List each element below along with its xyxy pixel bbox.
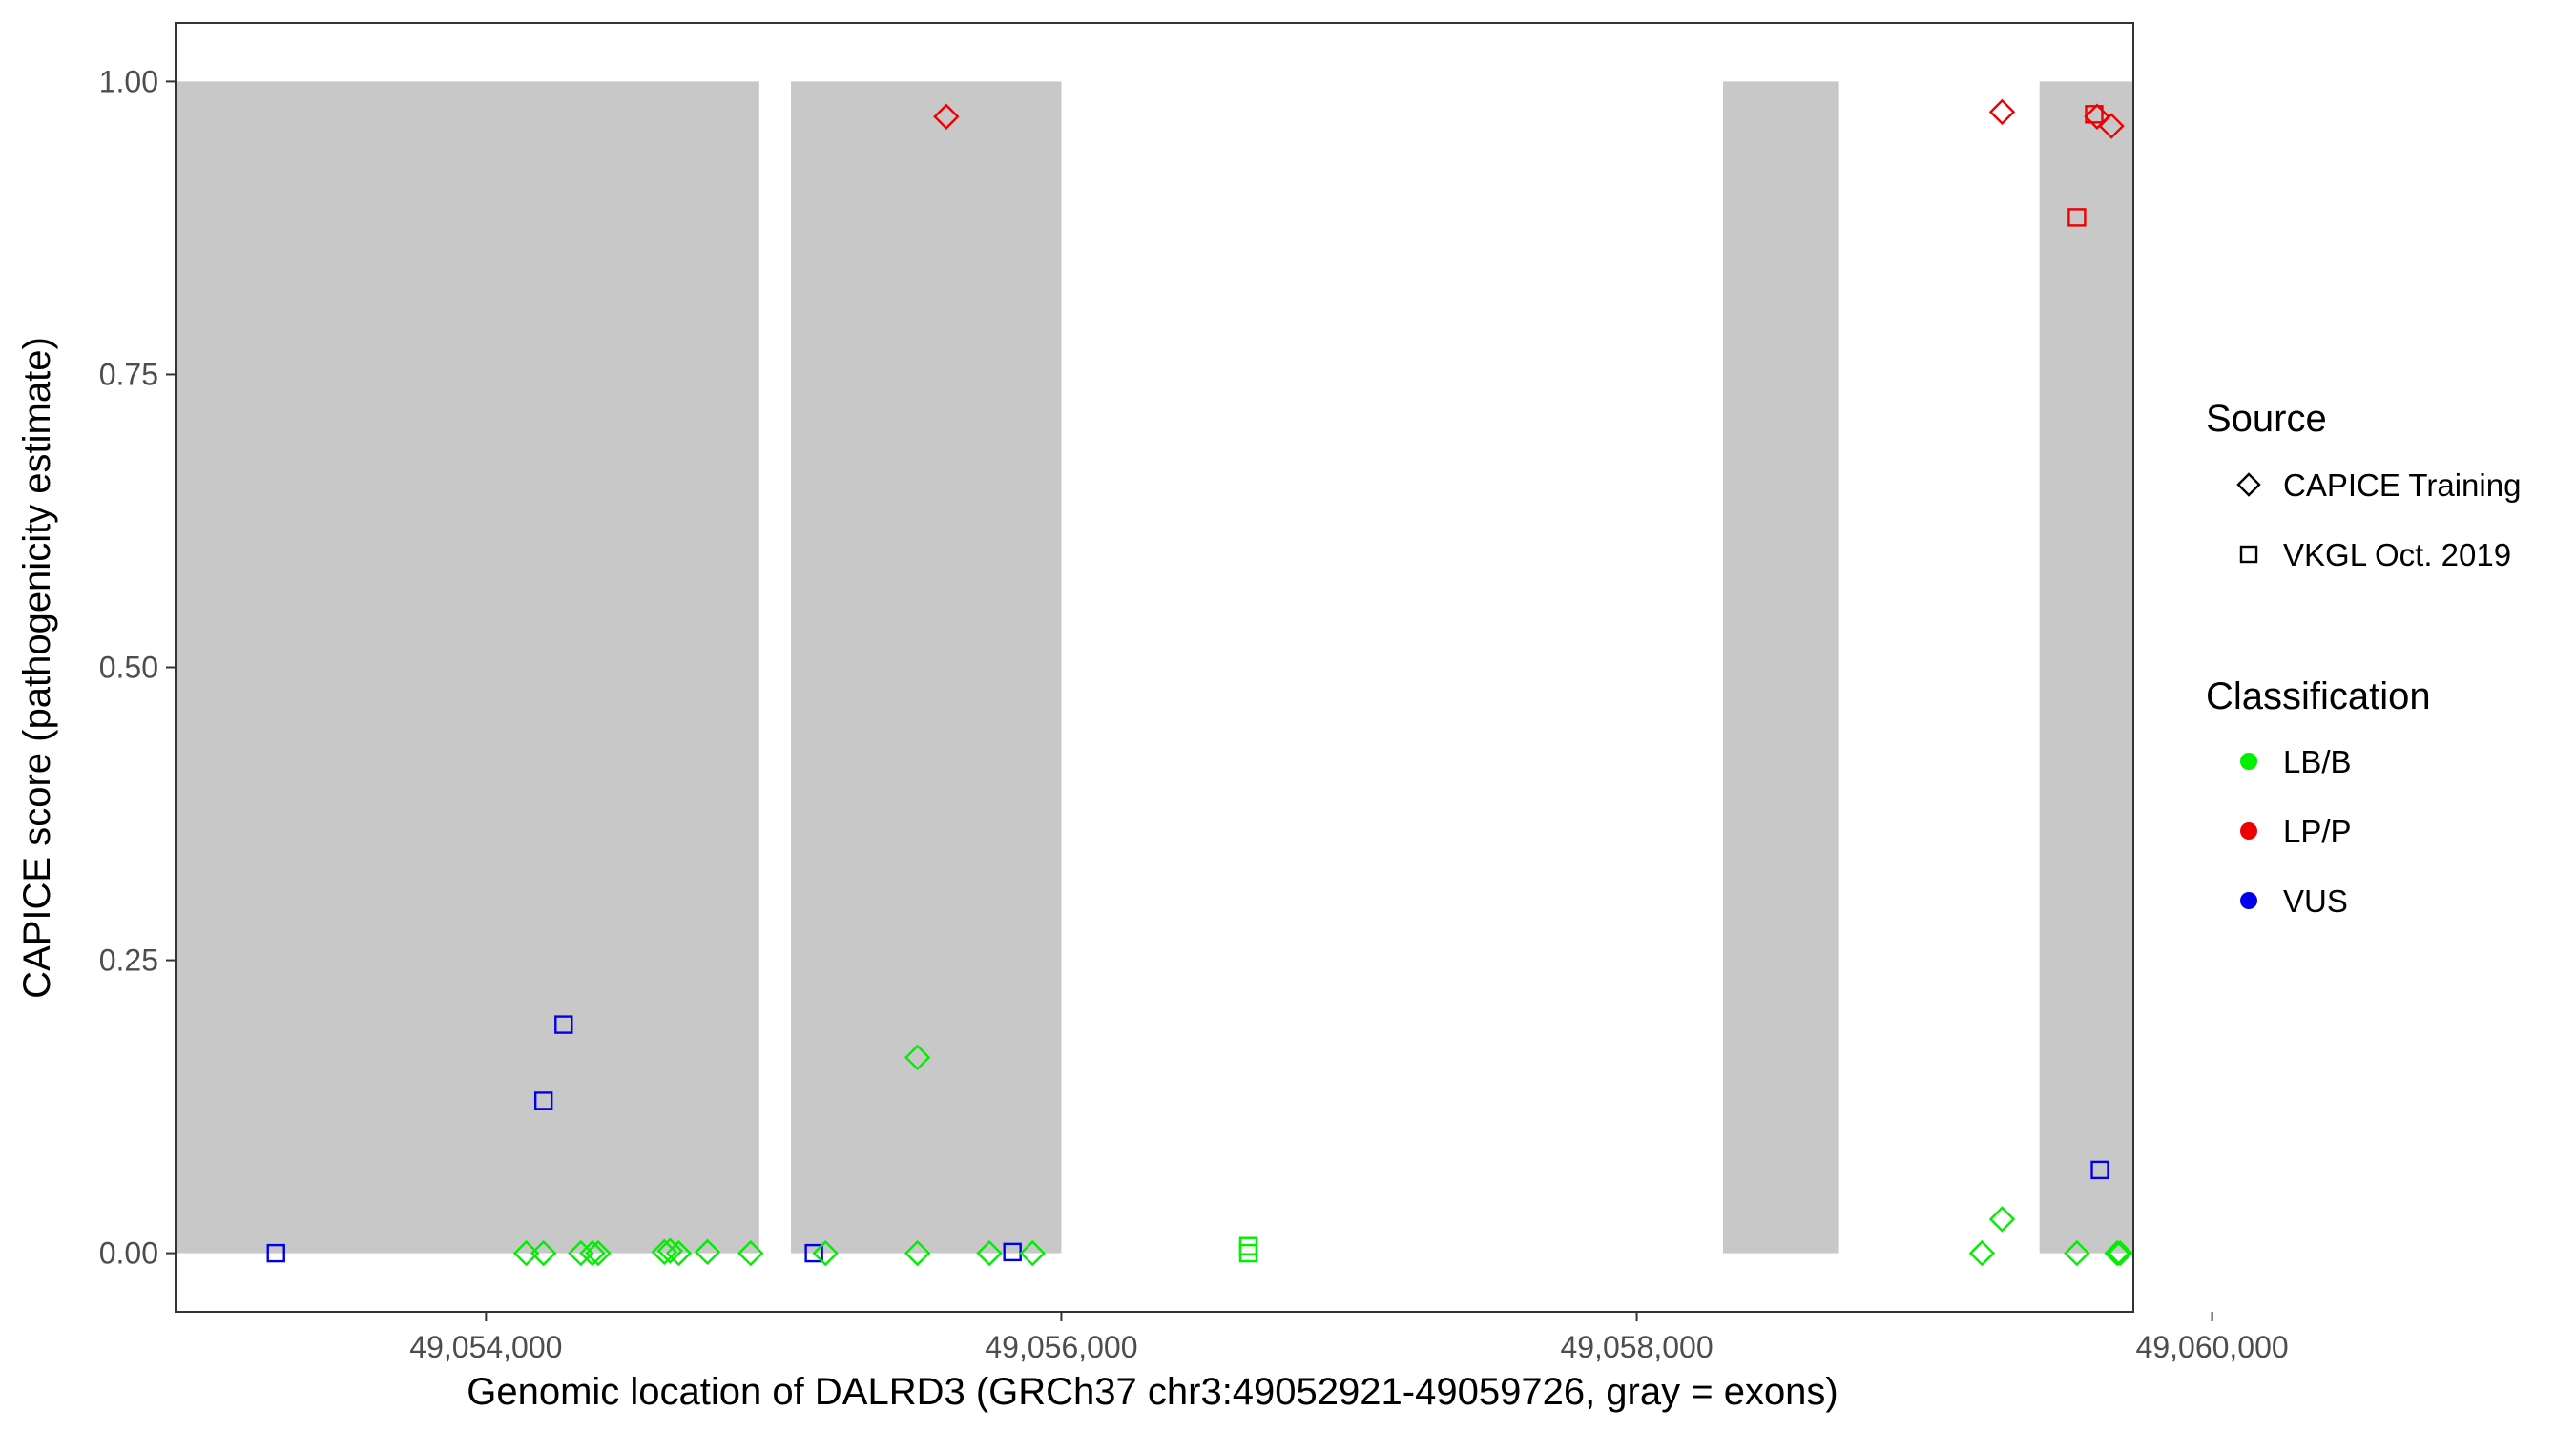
exon-region bbox=[176, 81, 759, 1254]
data-point-capice bbox=[585, 1239, 612, 1267]
y-tick-label: 1.00 bbox=[99, 64, 158, 98]
data-point-vkgl bbox=[2067, 208, 2087, 227]
data-point-capice bbox=[904, 1239, 931, 1267]
data-point-capice bbox=[665, 1239, 693, 1267]
x-axis-label: Genomic location of DALRD3 (GRCh37 chr3:… bbox=[467, 1371, 1839, 1413]
exon-region bbox=[791, 81, 1062, 1254]
legend-label: LP/P bbox=[2283, 814, 2352, 849]
legend-key-dot-icon bbox=[2240, 753, 2257, 770]
data-point-vkgl bbox=[2090, 1160, 2109, 1180]
data-point-capice bbox=[1968, 1239, 1996, 1267]
data-point-vkgl bbox=[554, 1015, 573, 1034]
y-tick-label: 0.25 bbox=[99, 944, 158, 978]
x-tick-label: 49,058,000 bbox=[1560, 1330, 1713, 1364]
y-axis-label: CAPICE score (pathogenicity estimate) bbox=[16, 337, 58, 999]
legend-label: CAPICE Training bbox=[2283, 467, 2521, 503]
y-tick-label: 0.50 bbox=[99, 651, 158, 685]
data-point-capice bbox=[2064, 1239, 2090, 1267]
data-point-capice bbox=[812, 1239, 839, 1267]
data-point-capice bbox=[512, 1239, 540, 1267]
exon-regions bbox=[176, 81, 2133, 1254]
exon-region bbox=[2039, 81, 2133, 1254]
data-point-capice bbox=[2107, 1239, 2133, 1267]
data-point-capice bbox=[1988, 1206, 2016, 1233]
data-point-capice bbox=[656, 1237, 684, 1264]
data-point-vkgl bbox=[266, 1243, 285, 1263]
legend-label: LB/B bbox=[2283, 744, 2352, 779]
data-point-vkgl bbox=[1238, 1236, 1258, 1255]
x-axis: 49,054,000 49,056,000 49,058,000 49,060,000 bbox=[409, 1312, 2289, 1364]
data-point-capice bbox=[1019, 1239, 1046, 1267]
data-point-capice bbox=[530, 1239, 557, 1267]
legend-key-square-icon bbox=[2239, 545, 2258, 564]
legend-label: VUS bbox=[2283, 883, 2348, 919]
data-point-capice bbox=[2104, 1239, 2130, 1267]
data-point-capice bbox=[904, 1044, 931, 1071]
y-tick-label: 0.75 bbox=[99, 357, 158, 391]
y-tick-label: 0.00 bbox=[99, 1236, 158, 1271]
data-point-capice bbox=[2098, 113, 2125, 139]
exon-region bbox=[1722, 81, 1839, 1254]
data-point-capice bbox=[2084, 103, 2110, 130]
data-point-capice bbox=[568, 1239, 594, 1267]
data-point-capice bbox=[694, 1238, 721, 1266]
data-point-vkgl bbox=[1003, 1242, 1022, 1262]
legend-title-classification: Classification bbox=[2206, 675, 2431, 717]
data-point-capice bbox=[976, 1239, 1003, 1267]
legend-title-source: Source bbox=[2206, 398, 2327, 440]
data-point-vkgl bbox=[804, 1243, 823, 1263]
data-point-vkgl bbox=[533, 1091, 553, 1110]
data-point-capice bbox=[737, 1239, 764, 1267]
x-tick-label: 49,060,000 bbox=[2136, 1330, 2289, 1364]
legend: Source CAPICE Training VKGL Oct. 2019 Class… bbox=[2206, 398, 2521, 919]
data-point-capice bbox=[933, 103, 960, 130]
legend-key-diamond-icon bbox=[2236, 472, 2261, 497]
legend-label: VKGL Oct. 2019 bbox=[2283, 537, 2511, 572]
data-point-capice bbox=[579, 1239, 606, 1267]
x-tick-label: 49,056,000 bbox=[985, 1330, 1137, 1364]
data-points bbox=[266, 98, 2133, 1267]
y-axis: 0.00 0.25 0.50 0.75 1.00 bbox=[99, 64, 176, 1271]
data-point-vkgl bbox=[2085, 105, 2104, 124]
legend-key-dot-icon bbox=[2240, 892, 2257, 909]
legend-key-dot-icon bbox=[2240, 822, 2257, 840]
x-tick-label: 49,054,000 bbox=[409, 1330, 562, 1364]
data-point-capice bbox=[1988, 98, 2016, 126]
